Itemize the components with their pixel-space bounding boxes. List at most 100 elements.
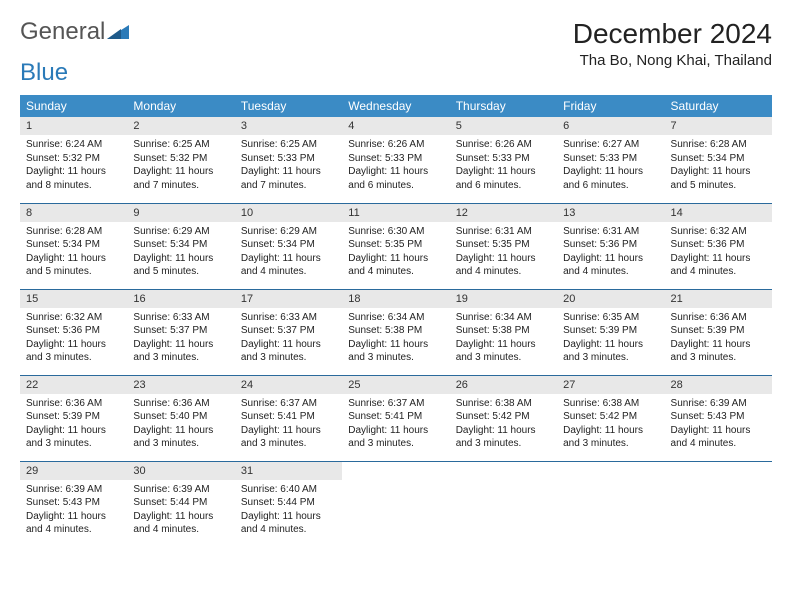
calendar-cell: 31Sunrise: 6:40 AMSunset: 5:44 PMDayligh… xyxy=(235,461,342,547)
day-body: Sunrise: 6:25 AMSunset: 5:33 PMDaylight:… xyxy=(235,135,342,198)
sunrise-line: Sunrise: 6:32 AM xyxy=(671,225,766,239)
calendar-cell: 4Sunrise: 6:26 AMSunset: 5:33 PMDaylight… xyxy=(342,117,449,203)
sunset-line: Sunset: 5:39 PM xyxy=(26,410,121,424)
sunrise-line: Sunrise: 6:38 AM xyxy=(563,397,658,411)
sunrise-line: Sunrise: 6:37 AM xyxy=(348,397,443,411)
calendar-cell: 23Sunrise: 6:36 AMSunset: 5:40 PMDayligh… xyxy=(127,375,234,461)
day-body: Sunrise: 6:33 AMSunset: 5:37 PMDaylight:… xyxy=(235,308,342,371)
title-block: December 2024 Tha Bo, Nong Khai, Thailan… xyxy=(573,18,772,69)
weekday-header: Wednesday xyxy=(342,95,449,117)
day-body: Sunrise: 6:27 AMSunset: 5:33 PMDaylight:… xyxy=(557,135,664,198)
logo-text-blue: Blue xyxy=(20,59,68,87)
sunset-line: Sunset: 5:37 PM xyxy=(133,324,228,338)
day-body: Sunrise: 6:39 AMSunset: 5:43 PMDaylight:… xyxy=(665,394,772,457)
day-body: Sunrise: 6:32 AMSunset: 5:36 PMDaylight:… xyxy=(20,308,127,371)
sunrise-line: Sunrise: 6:24 AM xyxy=(26,138,121,152)
calendar-cell: 13Sunrise: 6:31 AMSunset: 5:36 PMDayligh… xyxy=(557,203,664,289)
day-number: 18 xyxy=(342,290,449,308)
calendar-cell: 22Sunrise: 6:36 AMSunset: 5:39 PMDayligh… xyxy=(20,375,127,461)
sunset-line: Sunset: 5:43 PM xyxy=(671,410,766,424)
sunrise-line: Sunrise: 6:34 AM xyxy=(456,311,551,325)
daylight-line: Daylight: 11 hours and 4 minutes. xyxy=(241,252,336,279)
sunrise-line: Sunrise: 6:36 AM xyxy=(26,397,121,411)
day-body: Sunrise: 6:31 AMSunset: 5:36 PMDaylight:… xyxy=(557,222,664,285)
calendar-cell: 10Sunrise: 6:29 AMSunset: 5:34 PMDayligh… xyxy=(235,203,342,289)
sunrise-line: Sunrise: 6:26 AM xyxy=(348,138,443,152)
sunset-line: Sunset: 5:44 PM xyxy=(133,496,228,510)
daylight-line: Daylight: 11 hours and 6 minutes. xyxy=(348,165,443,192)
daylight-line: Daylight: 11 hours and 3 minutes. xyxy=(348,424,443,451)
day-number: 8 xyxy=(20,204,127,222)
daylight-line: Daylight: 11 hours and 6 minutes. xyxy=(563,165,658,192)
calendar-cell: 16Sunrise: 6:33 AMSunset: 5:37 PMDayligh… xyxy=(127,289,234,375)
daylight-line: Daylight: 11 hours and 3 minutes. xyxy=(563,338,658,365)
calendar-row: 22Sunrise: 6:36 AMSunset: 5:39 PMDayligh… xyxy=(20,375,772,461)
daylight-line: Daylight: 11 hours and 4 minutes. xyxy=(241,510,336,537)
day-number: 13 xyxy=(557,204,664,222)
day-body: Sunrise: 6:29 AMSunset: 5:34 PMDaylight:… xyxy=(235,222,342,285)
day-body: Sunrise: 6:39 AMSunset: 5:43 PMDaylight:… xyxy=(20,480,127,543)
day-body: Sunrise: 6:33 AMSunset: 5:37 PMDaylight:… xyxy=(127,308,234,371)
weekday-header: Monday xyxy=(127,95,234,117)
sunrise-line: Sunrise: 6:38 AM xyxy=(456,397,551,411)
day-number: 12 xyxy=(450,204,557,222)
sunrise-line: Sunrise: 6:33 AM xyxy=(133,311,228,325)
day-number: 26 xyxy=(450,376,557,394)
calendar-cell: 15Sunrise: 6:32 AMSunset: 5:36 PMDayligh… xyxy=(20,289,127,375)
sunrise-line: Sunrise: 6:30 AM xyxy=(348,225,443,239)
day-number: 1 xyxy=(20,117,127,135)
daylight-line: Daylight: 11 hours and 3 minutes. xyxy=(241,338,336,365)
day-body: Sunrise: 6:36 AMSunset: 5:39 PMDaylight:… xyxy=(665,308,772,371)
sunset-line: Sunset: 5:33 PM xyxy=(456,152,551,166)
calendar-cell: 26Sunrise: 6:38 AMSunset: 5:42 PMDayligh… xyxy=(450,375,557,461)
calendar-cell xyxy=(665,461,772,547)
sunrise-line: Sunrise: 6:29 AM xyxy=(241,225,336,239)
sunrise-line: Sunrise: 6:40 AM xyxy=(241,483,336,497)
daylight-line: Daylight: 11 hours and 8 minutes. xyxy=(26,165,121,192)
calendar-cell: 12Sunrise: 6:31 AMSunset: 5:35 PMDayligh… xyxy=(450,203,557,289)
sunrise-line: Sunrise: 6:25 AM xyxy=(241,138,336,152)
day-number: 14 xyxy=(665,204,772,222)
day-body: Sunrise: 6:24 AMSunset: 5:32 PMDaylight:… xyxy=(20,135,127,198)
sunset-line: Sunset: 5:43 PM xyxy=(26,496,121,510)
day-number: 27 xyxy=(557,376,664,394)
weekday-header: Tuesday xyxy=(235,95,342,117)
sunset-line: Sunset: 5:33 PM xyxy=(241,152,336,166)
calendar-cell: 27Sunrise: 6:38 AMSunset: 5:42 PMDayligh… xyxy=(557,375,664,461)
day-body: Sunrise: 6:28 AMSunset: 5:34 PMDaylight:… xyxy=(665,135,772,198)
sunrise-line: Sunrise: 6:31 AM xyxy=(563,225,658,239)
calendar-cell: 8Sunrise: 6:28 AMSunset: 5:34 PMDaylight… xyxy=(20,203,127,289)
weekday-header-row: Sunday Monday Tuesday Wednesday Thursday… xyxy=(20,95,772,117)
weekday-header: Friday xyxy=(557,95,664,117)
sunset-line: Sunset: 5:38 PM xyxy=(456,324,551,338)
daylight-line: Daylight: 11 hours and 4 minutes. xyxy=(671,252,766,279)
day-body: Sunrise: 6:31 AMSunset: 5:35 PMDaylight:… xyxy=(450,222,557,285)
day-number: 11 xyxy=(342,204,449,222)
month-title: December 2024 xyxy=(573,18,772,50)
day-body: Sunrise: 6:38 AMSunset: 5:42 PMDaylight:… xyxy=(557,394,664,457)
calendar-cell: 21Sunrise: 6:36 AMSunset: 5:39 PMDayligh… xyxy=(665,289,772,375)
daylight-line: Daylight: 11 hours and 3 minutes. xyxy=(241,424,336,451)
sunrise-line: Sunrise: 6:34 AM xyxy=(348,311,443,325)
daylight-line: Daylight: 11 hours and 3 minutes. xyxy=(26,424,121,451)
sunset-line: Sunset: 5:35 PM xyxy=(348,238,443,252)
sunset-line: Sunset: 5:39 PM xyxy=(563,324,658,338)
daylight-line: Daylight: 11 hours and 7 minutes. xyxy=(241,165,336,192)
daylight-line: Daylight: 11 hours and 5 minutes. xyxy=(671,165,766,192)
day-body: Sunrise: 6:38 AMSunset: 5:42 PMDaylight:… xyxy=(450,394,557,457)
logo: General xyxy=(20,18,131,46)
day-body: Sunrise: 6:34 AMSunset: 5:38 PMDaylight:… xyxy=(450,308,557,371)
sunrise-line: Sunrise: 6:36 AM xyxy=(671,311,766,325)
weekday-header: Saturday xyxy=(665,95,772,117)
weekday-header: Sunday xyxy=(20,95,127,117)
sunrise-line: Sunrise: 6:29 AM xyxy=(133,225,228,239)
sunset-line: Sunset: 5:36 PM xyxy=(26,324,121,338)
sunrise-line: Sunrise: 6:26 AM xyxy=(456,138,551,152)
calendar-cell: 25Sunrise: 6:37 AMSunset: 5:41 PMDayligh… xyxy=(342,375,449,461)
day-body: Sunrise: 6:35 AMSunset: 5:39 PMDaylight:… xyxy=(557,308,664,371)
sunrise-line: Sunrise: 6:25 AM xyxy=(133,138,228,152)
calendar-cell: 5Sunrise: 6:26 AMSunset: 5:33 PMDaylight… xyxy=(450,117,557,203)
daylight-line: Daylight: 11 hours and 3 minutes. xyxy=(456,424,551,451)
sunset-line: Sunset: 5:36 PM xyxy=(563,238,658,252)
calendar-row: 8Sunrise: 6:28 AMSunset: 5:34 PMDaylight… xyxy=(20,203,772,289)
